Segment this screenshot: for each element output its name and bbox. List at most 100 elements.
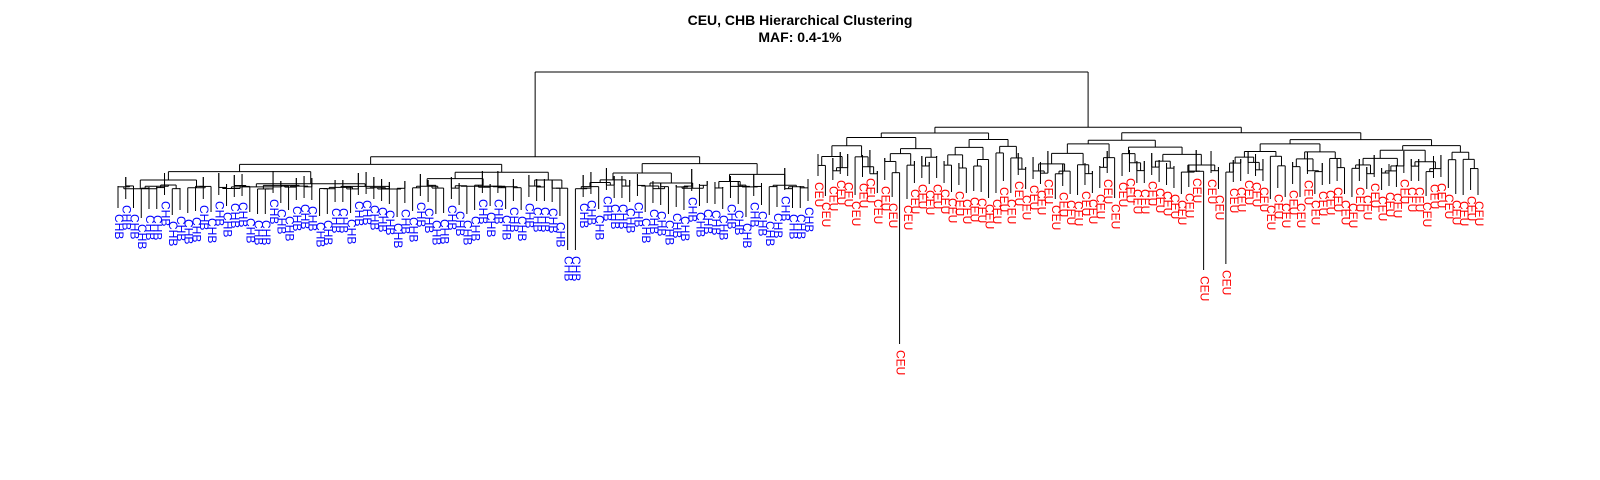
leaf-label: CEU [864, 178, 878, 203]
leaf-label: CEU [975, 198, 989, 223]
leaf-label: CEU [1361, 195, 1375, 220]
leaf-label: CHB [453, 211, 467, 236]
leaf-label: CHB [802, 207, 816, 232]
leaf-label: CEU [1279, 203, 1293, 228]
leaf-label: CEU [834, 180, 848, 205]
leaf-label: CHB [655, 211, 669, 236]
leaf-label: CEU [1227, 188, 1241, 213]
leaf-label: CEU [1272, 194, 1286, 219]
leaf-label: CEU [1086, 199, 1100, 224]
leaf-label: CEU [1309, 200, 1323, 225]
leaf-label: CHB [786, 214, 800, 239]
leaf-label: CHB [406, 217, 420, 242]
leaf-label: CHB [686, 197, 700, 222]
leaf-label: CEU [960, 199, 974, 224]
leaf-label: CHB [732, 210, 746, 235]
leaf-label: CHB [740, 223, 754, 248]
leaf-label: CEU [1220, 270, 1234, 295]
leaf-label: CHB [422, 208, 436, 233]
leaf-label: CHB [290, 206, 304, 231]
leaf-label: CHB [585, 200, 599, 225]
leaf-label: CHB [120, 205, 134, 230]
leaf-label: CEU [1101, 179, 1115, 204]
leaf-label: CEU [938, 189, 952, 214]
leaf-label: CEU [849, 201, 863, 226]
leaf-label: CEU [1301, 180, 1315, 205]
leaf-label: CEU [1450, 200, 1464, 225]
leaf-label: CHB [383, 210, 397, 235]
leaf-label: CEU [1316, 191, 1330, 216]
leaf-label: CHB [530, 207, 544, 232]
leaf-label: CEU [812, 182, 826, 207]
leaf-label: CHB [166, 221, 180, 246]
leaf-label: CEU [1042, 179, 1056, 204]
leaf-label: CEU [916, 184, 930, 209]
leaf-label: CHB [437, 219, 451, 244]
leaf-label: CHB [182, 219, 196, 244]
leaf-label: CHB [662, 220, 676, 245]
leaf-label: CEU [1108, 204, 1122, 229]
leaf-label: CEU [1383, 192, 1397, 217]
leaf-label: CHB [197, 205, 211, 230]
leaf-label: CEU [1435, 183, 1449, 208]
leaf-label: CEU [1390, 193, 1404, 218]
leaf-label: CEU [1160, 191, 1174, 216]
leaf-label: CHB [306, 206, 320, 231]
leaf-label: CHB [600, 196, 614, 221]
leaf-label: CHB [461, 220, 475, 245]
leaf-label: CEU [1146, 181, 1160, 206]
leaf-label: CHB [546, 208, 560, 233]
leaf-label: CHB [267, 199, 281, 224]
leaf-label: CHB [724, 204, 738, 229]
leaf-label: CEU [945, 198, 959, 223]
leaf-label: CHB [414, 202, 428, 227]
leaf-label: CHB [112, 214, 126, 239]
leaf-label: CHB [298, 204, 312, 229]
leaf-label: CEU [871, 199, 885, 224]
leaf-label: CEU [1375, 196, 1389, 221]
leaf-label: CHB [399, 209, 413, 234]
leaf-label: CEU [1005, 199, 1019, 224]
leaf-label: CHB [375, 207, 389, 232]
leaf-label: CEU [1249, 182, 1263, 207]
leaf-label: CEU [1175, 200, 1189, 225]
leaf-label: CEU [1138, 189, 1152, 214]
leaf-label: CHB [205, 218, 219, 243]
leaf-label: CEU [968, 197, 982, 222]
leaf-label: CEU [1212, 195, 1226, 220]
leaf-label: CHB [794, 214, 808, 239]
leaf-label: CHB [476, 199, 490, 224]
leaf-label: CEU [1094, 194, 1108, 219]
leaf-label: CHB [321, 220, 335, 245]
leaf-label: CEU [886, 203, 900, 228]
leaf-label: CEU [1368, 183, 1382, 208]
leaf-label: CEU [1153, 188, 1167, 213]
leaf-label: CEU [1346, 203, 1360, 228]
leaf-label: CHB [709, 210, 723, 235]
leaf-label: CEU [1398, 179, 1412, 204]
leaf-label: CHB [329, 208, 343, 233]
leaf-label: CHB [771, 213, 785, 238]
leaf-label: CEU [990, 199, 1004, 224]
leaf-label: CHB [523, 203, 537, 228]
leaf-label: CEU [841, 182, 855, 207]
dendrogram-leaf-labels: CHBCHBCHBCHBCHBCHBCHBCHBCHBCHBCHBCHBCHBC… [112, 178, 1486, 375]
leaf-label: CEU [1420, 202, 1434, 227]
leaf-label: CEU [1064, 200, 1078, 225]
leaf-label: CEU [1242, 180, 1256, 205]
leaf-label: CEU [1405, 187, 1419, 212]
leaf-label: CEU [908, 189, 922, 214]
leaf-label: CEU [1331, 187, 1345, 212]
leaf-label: CHB [189, 217, 203, 242]
leaf-label: CHB [779, 196, 793, 221]
leaf-label: CEU [1235, 187, 1249, 212]
leaf-label: CHB [678, 216, 692, 241]
leaf-label: CHB [344, 219, 358, 244]
leaf-label: CEU [1427, 184, 1441, 209]
leaf-label: CHB [174, 216, 188, 241]
leaf-label: CHB [213, 201, 227, 226]
leaf-label: CEU [1472, 201, 1486, 226]
leaf-label: CEU [1071, 201, 1085, 226]
leaf-label: CHB [352, 201, 366, 226]
